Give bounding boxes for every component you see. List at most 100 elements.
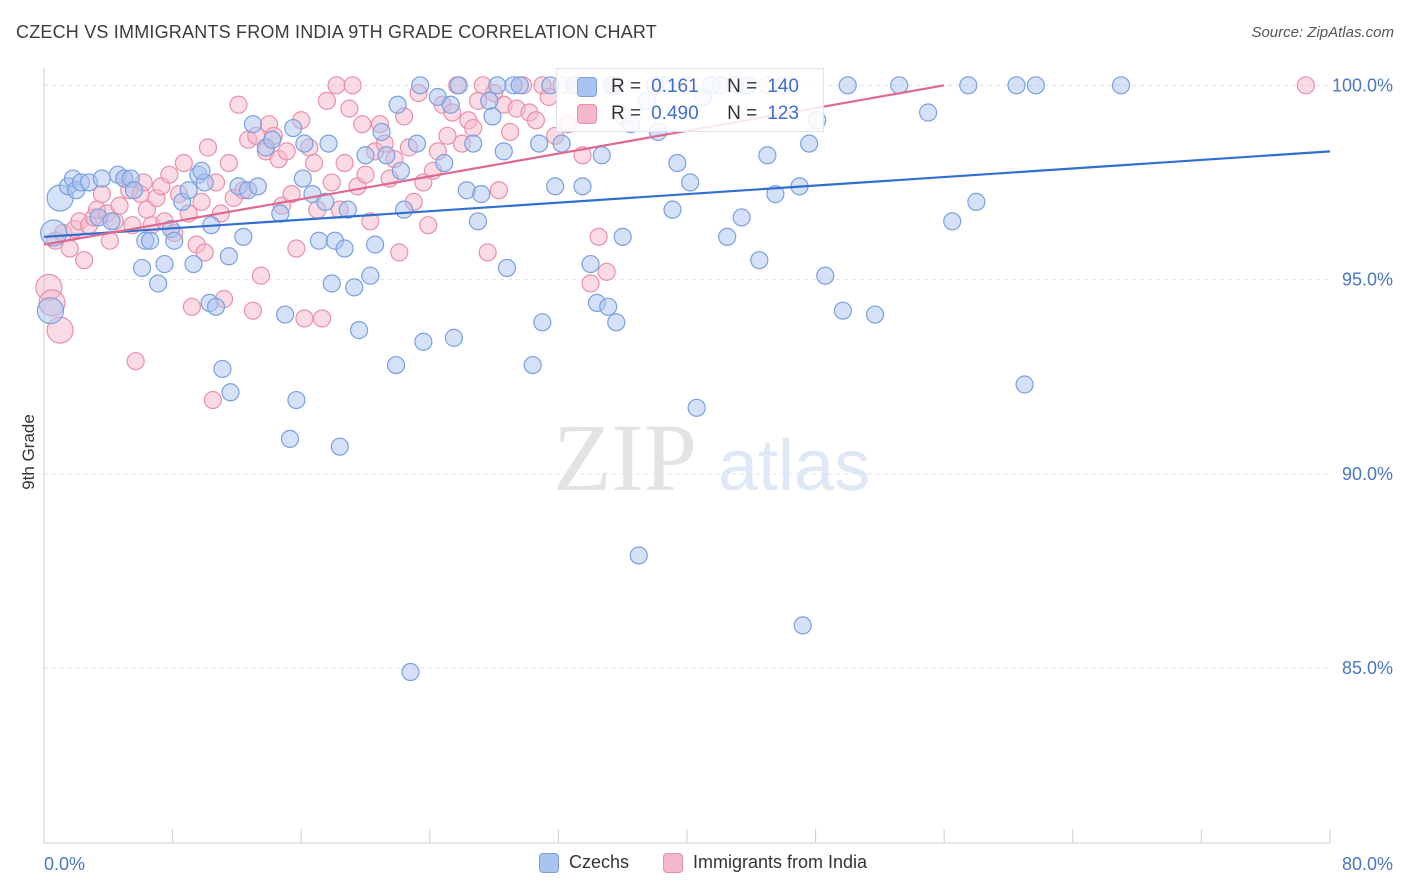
czech-point-136 — [468, 212, 488, 231]
india-point-67 — [335, 153, 354, 173]
czech-point-7 — [92, 169, 111, 188]
czech-point-127 — [1015, 375, 1034, 394]
n-label: N = — [727, 76, 758, 97]
czech-point-65 — [414, 332, 433, 351]
y-tick-labels: 85.0% 90.0% 95.0% 100.0% — [1332, 75, 1393, 678]
czech-point-50 — [335, 239, 354, 258]
czech-point-76 — [488, 76, 507, 95]
czech-point-36 — [263, 130, 282, 149]
czech-point-113 — [766, 185, 785, 204]
czech-point-116 — [800, 134, 819, 153]
czech-point-74 — [480, 91, 499, 110]
chart-title: CZECH VS IMMIGRANTS FROM INDIA 9TH GRADE… — [16, 22, 657, 42]
czech-point-64 — [411, 76, 430, 95]
india-point-79 — [390, 243, 409, 262]
trend-line-czechs — [43, 150, 1331, 238]
czech-point-72 — [464, 134, 483, 153]
czech-point-132 — [192, 161, 211, 180]
czech-point-60 — [391, 161, 410, 180]
czech-point-129 — [1111, 76, 1131, 95]
y-tick-label-3: 100.0% — [1332, 75, 1393, 95]
india-point-71 — [353, 115, 372, 134]
czech-point-43 — [295, 134, 314, 153]
czech-point-51 — [338, 200, 357, 219]
czech-point-128 — [1026, 76, 1045, 95]
india-point-72 — [356, 165, 375, 184]
india-point-114 — [589, 227, 608, 246]
czech-point-62 — [401, 662, 420, 682]
czech-point-102 — [681, 173, 700, 192]
watermark: ZIP atlas — [553, 404, 870, 511]
czech-point-121 — [865, 305, 885, 324]
india-point-34 — [192, 192, 211, 211]
legend-swatch-czechs — [577, 77, 597, 97]
india-point-36 — [198, 138, 218, 157]
czech-point-45 — [309, 231, 328, 250]
legend-item-czechs[interactable]: Czechs — [538, 852, 629, 873]
czech-point-21 — [179, 181, 198, 200]
czech-point-39 — [280, 429, 300, 449]
czech-point-15 — [140, 231, 160, 250]
n-value-czechs: 140 — [767, 76, 799, 97]
czech-point-40 — [284, 118, 303, 138]
india-point-121 — [1296, 76, 1315, 95]
india-point-27 — [160, 165, 179, 184]
x-tick-label-0: 0.0% — [44, 854, 85, 874]
india-point-94 — [464, 118, 483, 138]
r-label: R = — [611, 76, 642, 97]
czech-point-58 — [377, 146, 396, 165]
czech-point-42 — [293, 169, 312, 188]
india-point-30 — [174, 153, 193, 173]
india-point-46 — [243, 301, 263, 320]
czech-point-135 — [316, 192, 335, 211]
watermark-zip: ZIP — [553, 404, 697, 511]
czech-point-139 — [967, 192, 986, 211]
czech-point-123 — [919, 103, 938, 122]
india-point-73 — [361, 212, 380, 231]
czech-point-46 — [319, 134, 338, 153]
series-legend: Czechs Immigrants from India — [0, 852, 1406, 873]
czech-point-78 — [497, 258, 517, 278]
india-point-97 — [478, 243, 497, 262]
india-point-68 — [340, 99, 359, 118]
czech-point-52 — [345, 278, 364, 297]
czech-point-8 — [102, 212, 121, 231]
czech-point-63 — [407, 134, 427, 153]
correlation-legend: R = 0.161 N = 140 R = 0.490 N = 123 — [556, 68, 824, 132]
legend-row-czechs: R = 0.161 N = 140 — [577, 74, 799, 100]
czech-point-85 — [546, 177, 565, 196]
czech-point-111 — [750, 251, 769, 270]
czech-point-28 — [213, 359, 232, 379]
india-point-32 — [182, 297, 201, 316]
czech-point-124 — [943, 212, 962, 231]
y-tick-label-0: 85.0% — [1342, 658, 1393, 678]
czech-point-19 — [165, 231, 184, 250]
watermark-atlas: atlas — [718, 426, 870, 506]
y-tick-label-1: 90.0% — [1342, 464, 1393, 484]
czech-point-34 — [248, 177, 267, 196]
czech-point-13 — [132, 258, 152, 278]
czech-point-47 — [322, 274, 341, 293]
czech-point-89 — [581, 254, 600, 274]
india-point-48 — [251, 266, 271, 285]
india-point-69 — [343, 76, 362, 95]
r-value-czechs: 0.161 — [651, 76, 699, 97]
czech-point-54 — [356, 146, 375, 165]
india-point-115 — [597, 262, 616, 281]
czech-point-27 — [206, 297, 226, 316]
legend-label-india: Immigrants from India — [692, 852, 868, 872]
india-point-55 — [282, 185, 301, 204]
czech-point-59 — [386, 355, 406, 375]
legend-item-india[interactable]: Immigrants from India — [662, 852, 868, 873]
source-label: Source: ZipAtlas.com — [1251, 24, 1394, 41]
czech-point-103 — [687, 398, 706, 417]
india-point-58 — [295, 309, 314, 328]
india-point-64 — [322, 173, 341, 192]
czech-point-70 — [449, 76, 468, 95]
india-point-54 — [277, 142, 296, 161]
czech-point-107 — [718, 227, 737, 246]
czech-point-88 — [573, 177, 592, 196]
india-point-63 — [317, 91, 337, 110]
czech-point-77 — [494, 142, 513, 161]
